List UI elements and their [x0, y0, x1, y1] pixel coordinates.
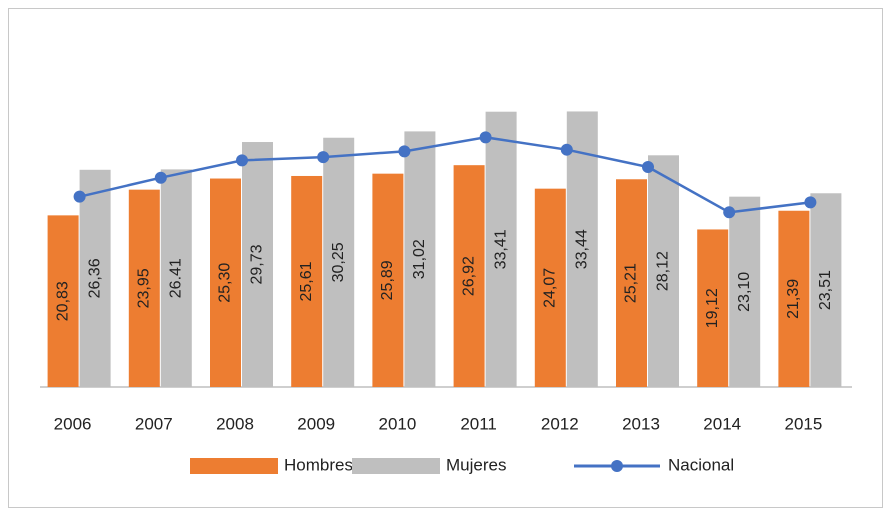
value-label: 26,36 [86, 258, 103, 298]
value-label: 31,02 [411, 239, 428, 279]
legend-label: Mujeres [446, 455, 506, 474]
bar [79, 169, 111, 387]
x-tick-label: 2012 [541, 414, 579, 433]
value-label: 25,89 [379, 260, 396, 300]
bar [697, 229, 729, 387]
value-label: 23,10 [736, 272, 753, 312]
bar [778, 210, 810, 387]
value-label: 24,07 [542, 268, 559, 308]
bar [810, 193, 842, 387]
value-label: 25,21 [623, 263, 640, 303]
x-tick-label: 2010 [378, 414, 416, 433]
bar [566, 111, 598, 387]
legend-label: Nacional [668, 455, 734, 474]
line-point [317, 151, 330, 164]
bar [210, 178, 241, 387]
value-label: 23,95 [136, 268, 153, 308]
line-point [398, 145, 411, 158]
value-label: 25,30 [217, 263, 234, 303]
legend-swatch [352, 458, 440, 474]
bar [242, 142, 273, 387]
bar [160, 169, 192, 387]
line-point [154, 171, 167, 184]
value-label: 26.41 [168, 258, 185, 298]
legend-swatch [190, 458, 278, 474]
line-point [236, 154, 248, 167]
bar [453, 165, 485, 387]
line-point [560, 143, 573, 156]
value-label: 29,73 [249, 244, 266, 284]
line-point [804, 196, 817, 209]
value-label: 33,44 [574, 229, 591, 269]
x-tick-label: 2014 [703, 414, 741, 433]
legend-swatch [611, 460, 623, 472]
line [79, 136, 811, 214]
bar [291, 175, 323, 387]
bar [323, 137, 355, 387]
x-tick-label: 2013 [622, 414, 660, 433]
value-label: 23,51 [817, 270, 834, 310]
bar [47, 215, 79, 387]
value-label: 26,92 [460, 256, 477, 296]
line-point [642, 160, 654, 173]
line-point [73, 190, 86, 203]
value-label: 19,12 [704, 288, 721, 328]
x-tick-label: 2009 [297, 414, 335, 433]
bar [128, 189, 160, 387]
bar [616, 179, 647, 387]
value-label: 20,83 [54, 281, 71, 321]
x-tick-label: 2006 [54, 414, 92, 433]
value-label: 25,61 [298, 261, 315, 301]
legend-label: Hombres [284, 455, 353, 474]
x-tick-label: 2015 [784, 414, 822, 433]
x-tick-label: 2007 [135, 414, 173, 433]
value-label: 33,41 [492, 229, 509, 269]
x-tick-label: 2008 [216, 414, 254, 433]
bar [372, 173, 404, 387]
line-point [479, 131, 492, 144]
bar [729, 196, 761, 387]
x-tick-label: 2011 [460, 414, 497, 433]
bar [404, 131, 436, 387]
bar [648, 155, 679, 387]
value-label: 28,12 [655, 251, 672, 291]
bar [485, 111, 517, 387]
value-label: 30,25 [330, 242, 347, 282]
line-point [723, 206, 736, 219]
value-label: 21,39 [785, 279, 802, 319]
bar [534, 188, 566, 387]
